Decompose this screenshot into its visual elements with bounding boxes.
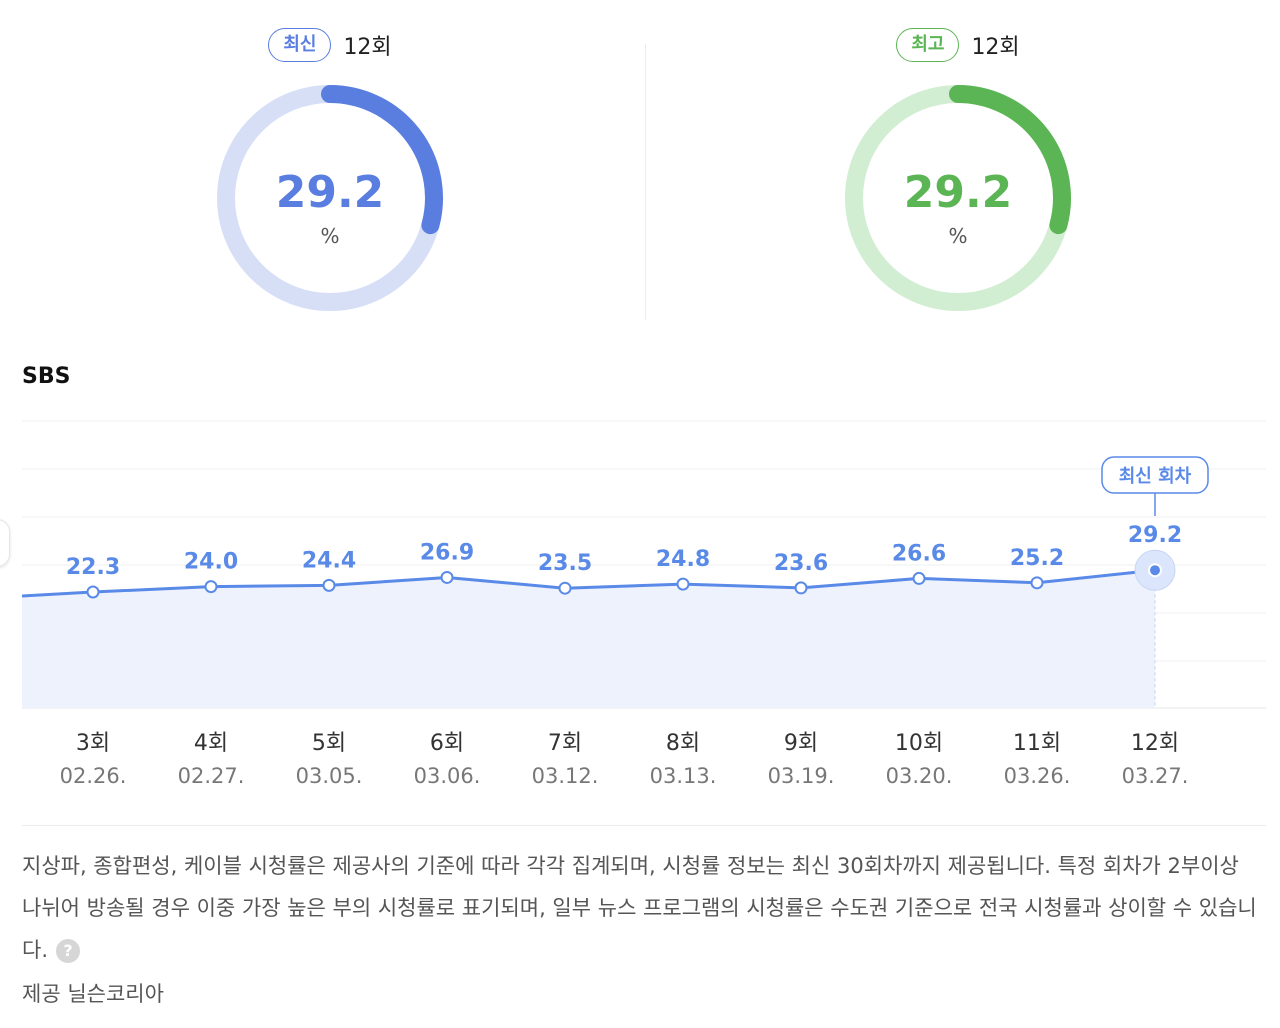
summary-divider xyxy=(645,44,646,320)
highest-gauge: 29.2 % xyxy=(828,68,1088,328)
latest-gauge: 29.2 % xyxy=(200,68,460,328)
x-tick-episode: 8회 xyxy=(666,731,700,756)
notice-text: 지상파, 종합편성, 케이블 시청률은 제공사의 기준에 따라 각각 집계되며,… xyxy=(22,854,1257,962)
x-tick-episode: 10회 xyxy=(895,731,943,756)
data-point xyxy=(1148,563,1162,578)
x-tick-episode: 5회 xyxy=(312,731,346,756)
x-tick-episode: 4회 xyxy=(194,731,228,756)
latest-rating-value: 29.2 xyxy=(275,167,385,218)
help-icon[interactable]: ? xyxy=(56,939,80,963)
latest-episode-tag-label: 최신 회차 xyxy=(1119,466,1192,487)
data-label: 24.8 xyxy=(656,547,710,572)
highest-rating-unit: % xyxy=(948,224,968,248)
data-label: 26.9 xyxy=(420,540,474,565)
data-point xyxy=(794,581,808,595)
latest-badge: 최신 xyxy=(268,28,332,62)
x-tick-date: 03.27. xyxy=(1122,764,1189,788)
latest-gauge-ring xyxy=(217,85,443,311)
data-label: 22.3 xyxy=(66,555,120,580)
data-point xyxy=(204,580,218,594)
x-tick-episode: 3회 xyxy=(76,731,110,756)
x-tick-episode: 11회 xyxy=(1013,731,1061,756)
highest-rating-panel: 최고 12회 29.2 % xyxy=(758,28,1158,328)
highest-rating-value: 29.2 xyxy=(903,167,1013,218)
x-tick-episode: 7회 xyxy=(548,731,582,756)
x-tick-episode: 6회 xyxy=(430,731,464,756)
data-point xyxy=(440,570,454,584)
x-tick-date: 02.27. xyxy=(178,764,245,788)
latest-rating-header: 최신 12회 xyxy=(130,28,530,68)
data-label: 24.4 xyxy=(302,548,356,573)
data-label: 23.6 xyxy=(774,551,828,576)
chart-area xyxy=(22,570,1155,708)
ratings-line-chart: 22.3 3회 02.26. 24.0 4회 02.27. 24.4 5회 03.05. 26.9… xyxy=(21,420,1266,788)
data-label: 23.5 xyxy=(538,551,592,576)
data-label: 29.2 xyxy=(1128,523,1182,548)
data-point xyxy=(86,585,100,599)
data-label: 26.6 xyxy=(892,541,946,566)
data-provider: 제공 닐슨코리아 xyxy=(22,982,164,1006)
ratings-notice: 지상파, 종합편성, 케이블 시청률은 제공사의 기준에 따라 각각 집계되며,… xyxy=(22,845,1262,971)
x-tick-date: 03.12. xyxy=(532,764,599,788)
x-tick-episode: 12회 xyxy=(1131,731,1179,756)
latest-rating-panel: 최신 12회 29.2 % xyxy=(130,28,530,328)
x-tick-date: 02.26. xyxy=(60,764,127,788)
highest-gauge-ring xyxy=(845,85,1071,311)
data-point xyxy=(322,578,336,592)
section-divider xyxy=(22,825,1266,826)
data-point xyxy=(558,581,572,595)
x-tick-date: 03.26. xyxy=(1004,764,1071,788)
x-tick-date: 03.19. xyxy=(768,764,835,788)
x-tick-date: 03.20. xyxy=(886,764,953,788)
data-label: 25.2 xyxy=(1010,546,1064,571)
data-point xyxy=(676,577,690,591)
latest-rating-unit: % xyxy=(320,224,340,248)
latest-episode: 12회 xyxy=(343,35,392,60)
highest-rating-header: 최고 12회 xyxy=(758,28,1158,68)
highest-badge: 최고 xyxy=(896,28,960,62)
data-point xyxy=(1030,576,1044,590)
data-label: 24.0 xyxy=(184,550,238,575)
x-tick-episode: 9회 xyxy=(784,731,818,756)
x-tick-date: 03.13. xyxy=(650,764,717,788)
highest-episode: 12회 xyxy=(971,35,1020,60)
x-tick-date: 03.05. xyxy=(296,764,363,788)
data-point xyxy=(912,571,926,585)
channel-name: SBS xyxy=(22,364,71,389)
ratings-summary: 최신 12회 29.2 % 최고 12회 29.2 % xyxy=(0,0,1280,330)
ratings-chart: 22.3 3회 02.26. 24.0 4회 02.27. 24.4 5회 03.05. 26.9… xyxy=(0,400,1280,800)
x-tick-date: 03.06. xyxy=(414,764,481,788)
